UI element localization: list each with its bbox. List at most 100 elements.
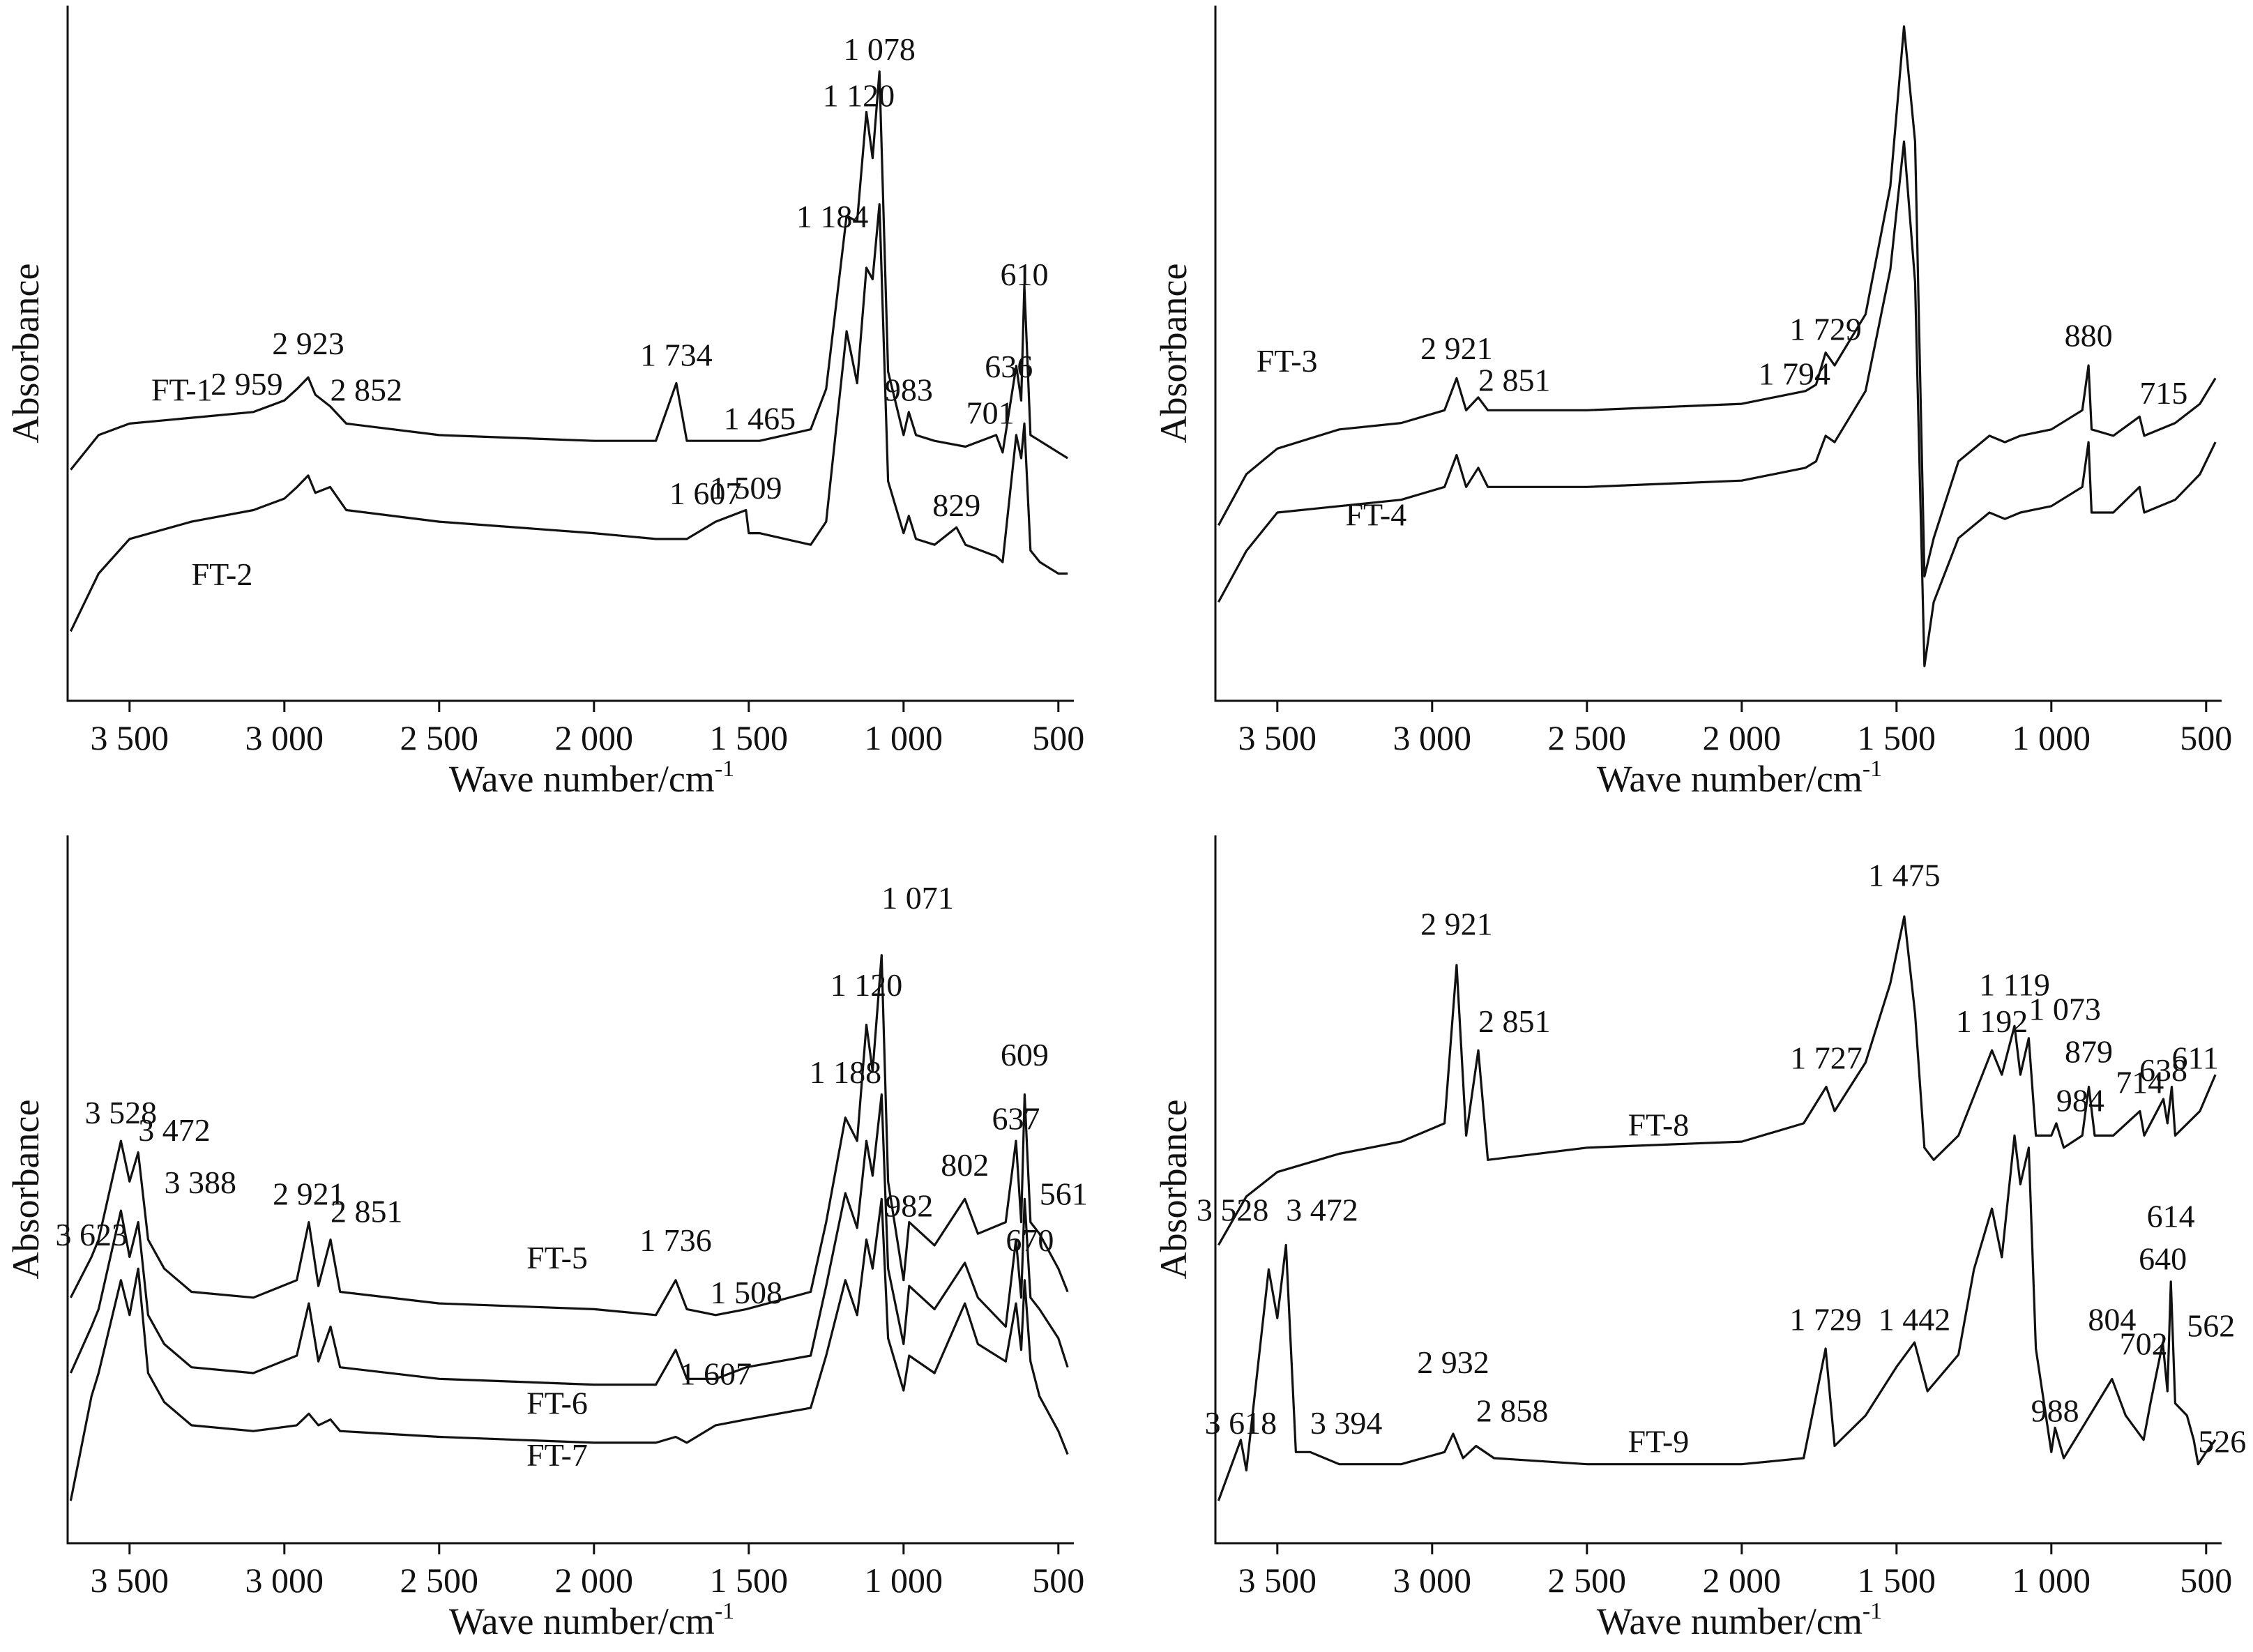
peak-label: 561 (1040, 1176, 1088, 1212)
series-line-ft-3 (1217, 25, 2217, 578)
y-axis-label: Absorbance (5, 264, 47, 444)
axis-frame (1214, 835, 2222, 1545)
peak-label: 637 (992, 1100, 1040, 1136)
peak-label: 638 (2139, 1052, 2187, 1088)
series-label: FT-9 (1628, 1423, 1690, 1459)
x-tick-label: 1 000 (2012, 1561, 2091, 1600)
series-label: FT-7 (526, 1437, 588, 1473)
peak-label: 1 475 (1868, 857, 1941, 893)
series-label: FT-3 (1257, 343, 1318, 379)
y-axis-label: Absorbance (1153, 264, 1194, 444)
peak-label: 1 794 (1759, 356, 1831, 392)
peak-label: 1 442 (1879, 1302, 1951, 1337)
series-line-ft-9 (1217, 1134, 2217, 1501)
peak-label: 3 394 (1310, 1405, 1383, 1441)
x-tick-label: 2 500 (400, 718, 479, 757)
peak-label: 1 729 (1789, 311, 1862, 347)
x-tick-label: 1 500 (710, 718, 789, 757)
series-line-ft-4 (1217, 140, 2217, 667)
axis-frame (66, 835, 1074, 1545)
x-tick-label: 3 000 (1393, 1561, 1472, 1600)
peak-label: 611 (2172, 1040, 2219, 1075)
series-label: FT-5 (526, 1240, 588, 1275)
peak-label: 1 120 (823, 77, 895, 113)
peak-label: 988 (2031, 1393, 2079, 1429)
panel-top-right: 3 500 3 000 2 500 2 000 1 500 1 000 500 Wave nu… (1153, 0, 2232, 800)
x-tick-label: 3 000 (1393, 718, 1472, 757)
peak-label: 670 (1006, 1222, 1054, 1258)
peak-label: 984 (2056, 1082, 2104, 1118)
series-line-ft-8 (1217, 915, 2217, 1246)
x-tick-label: 500 (1032, 718, 1084, 757)
peak-label: 2 852 (331, 372, 402, 407)
x-tick-label: 1 000 (2012, 718, 2091, 757)
x-tick-label: 3 500 (91, 1561, 169, 1600)
series-label: FT-8 (1628, 1107, 1690, 1142)
peak-label: 879 (2065, 1034, 2113, 1070)
peak-label: 1 120 (830, 967, 903, 1003)
x-tick-label: 1 500 (1858, 1561, 1936, 1600)
peak-label: 3 623 (55, 1217, 128, 1252)
series-line-ft-1 (70, 70, 1068, 471)
peak-label: 2 932 (1417, 1344, 1489, 1380)
peak-label: 2 858 (1476, 1393, 1549, 1429)
panel-top-left: 3 500 3 000 2 500 2 000 1 500 1 000 500 Wave nu… (5, 6, 1084, 800)
x-tick-label: 500 (1032, 1561, 1084, 1600)
peak-label: 1 476 (1868, 0, 1941, 1)
peak-label: 3 528 (1197, 1192, 1269, 1228)
panel-bottom-left: 3 500 3 000 2 500 2 000 1 500 1 000 500 Wave nu… (5, 835, 1088, 1642)
panel-bottom-right: 3 500 3 000 2 500 2 000 1 500 1 000 500 Wave nu… (1153, 835, 2246, 1642)
x-tick-label: 3 500 (1238, 718, 1317, 757)
peak-label: 829 (932, 487, 980, 523)
series-label: FT-4 (1345, 497, 1406, 532)
y-axis-label: Absorbance (1153, 1100, 1194, 1280)
peak-label: 1 465 (724, 401, 796, 437)
peak-label: 1 071 (881, 880, 954, 916)
x-tick-label: 1 500 (1858, 718, 1936, 757)
peak-label: 614 (2147, 1198, 2195, 1234)
peak-label: 1 119 (1979, 967, 2050, 1003)
peak-label: 526 (2198, 1423, 2246, 1459)
y-axis-label: Absorbance (5, 1100, 47, 1280)
series-label: FT-2 (192, 556, 253, 592)
series-line-ft-5 (69, 954, 1069, 1317)
x-tick-label: 2 500 (1548, 718, 1627, 757)
series-line-ft-2 (69, 203, 1068, 632)
series-line-ft-6 (69, 1093, 1069, 1386)
x-axis-label: Wave number/cm-1 (1597, 1598, 1882, 1642)
peak-label: 2 921 (273, 1176, 345, 1212)
peak-label: 2 923 (272, 326, 344, 361)
peak-label: 714 (2116, 1064, 2164, 1100)
x-tick-label: 3 500 (1238, 1561, 1317, 1600)
peak-label: 1 184 (796, 199, 869, 234)
peak-label: 1 509 (710, 470, 782, 506)
peak-label: 1 607 (669, 476, 742, 511)
peak-label: 562 (2187, 1308, 2235, 1343)
x-tick-label: 2 000 (1703, 718, 1782, 757)
peak-label: 1 508 (710, 1275, 782, 1310)
axis-frame (66, 6, 1074, 702)
peak-label: 2 851 (1478, 363, 1551, 398)
x-axis-label: Wave number/cm-1 (1597, 756, 1882, 800)
peak-label: 1 734 (640, 338, 713, 373)
x-axis-label: Wave number/cm-1 (449, 1598, 734, 1642)
peak-label: 636 (985, 349, 1033, 384)
peak-label: 609 (1001, 1037, 1049, 1073)
peak-label: 1 073 (2028, 992, 2101, 1027)
peak-label: 3 388 (165, 1165, 237, 1200)
x-tick-label: 2 000 (555, 718, 634, 757)
x-tick-label: 500 (2180, 1561, 2232, 1600)
peak-label: 802 (941, 1147, 989, 1183)
peak-label: 3 528 (85, 1095, 158, 1130)
peak-label: 2 921 (1420, 906, 1493, 941)
peak-label: 1 736 (639, 1222, 712, 1258)
peak-label: 610 (1000, 257, 1048, 292)
x-tick-label: 2 500 (400, 1561, 479, 1600)
peak-label: 1 607 (680, 1356, 752, 1392)
peak-label: 3 618 (1205, 1405, 1277, 1441)
series-label: FT-1 (151, 372, 213, 407)
x-tick-label: 2 500 (1548, 1561, 1627, 1600)
x-tick-label: 1 000 (865, 1561, 943, 1600)
x-tick-label: 3 000 (245, 1561, 324, 1600)
